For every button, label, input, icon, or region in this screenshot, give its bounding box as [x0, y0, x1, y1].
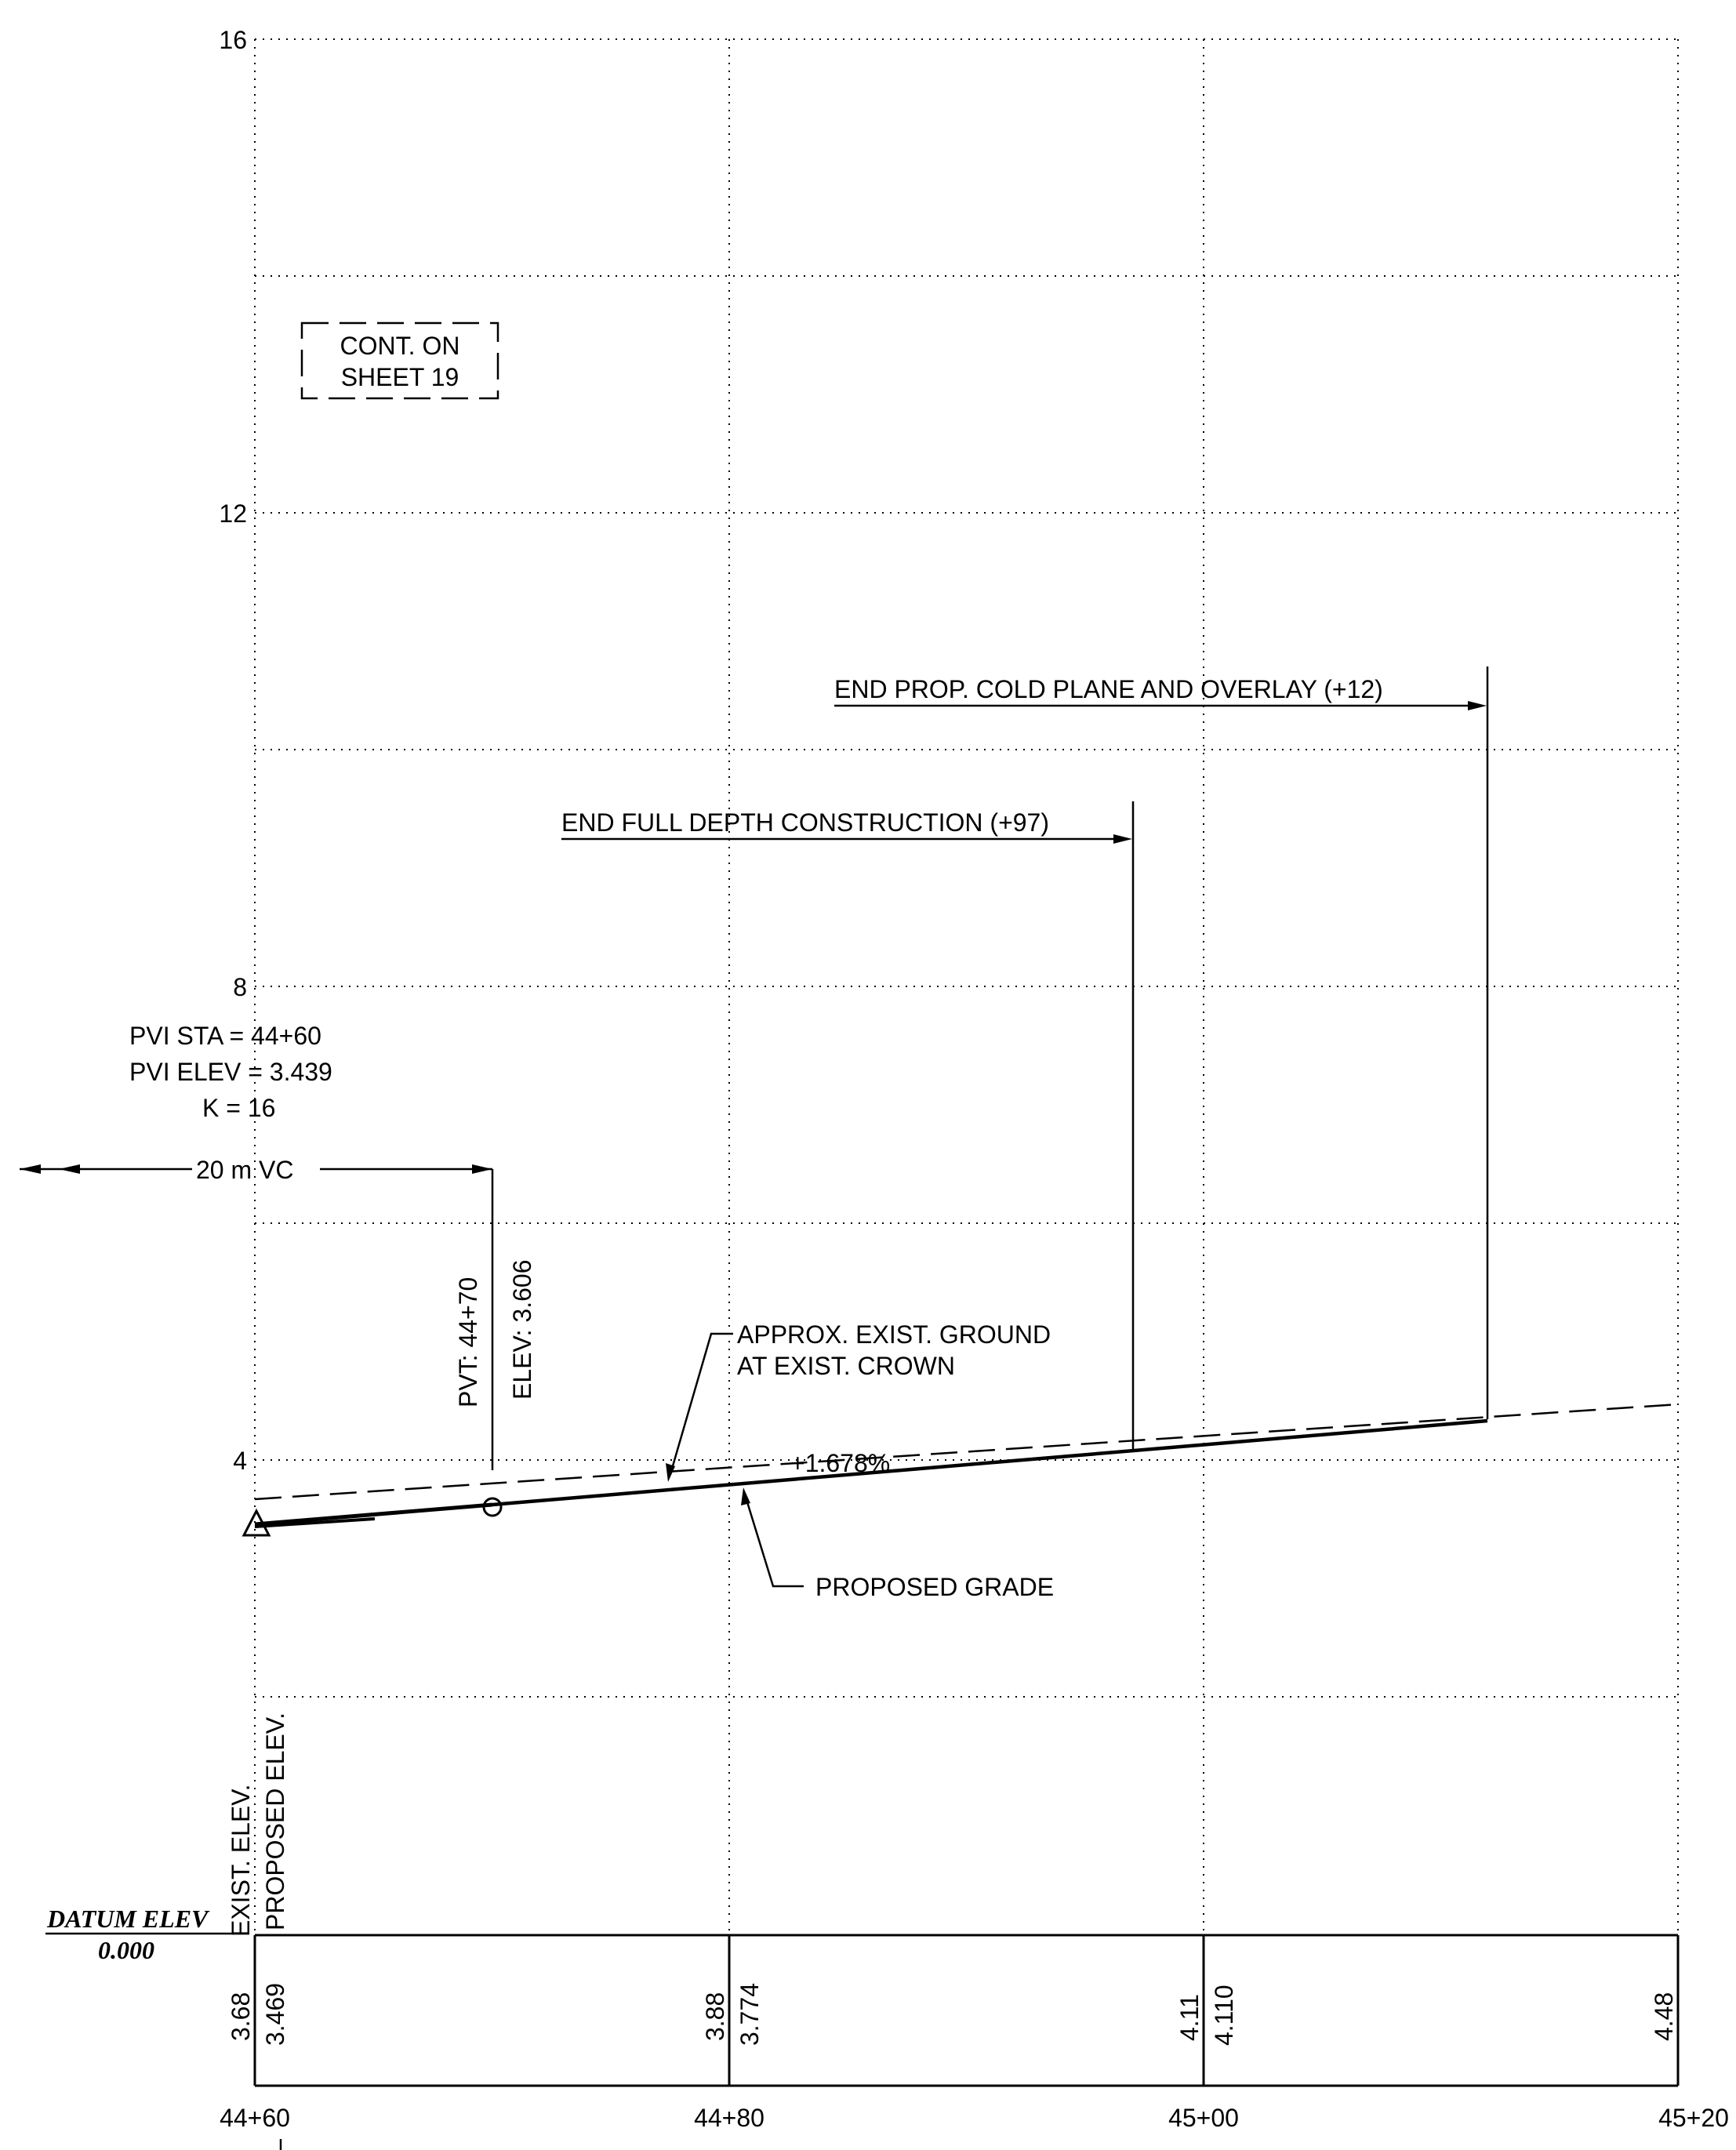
pvt-station: PVT: 44+70	[454, 1277, 482, 1407]
pvt-elevation: ELEV: 3.606	[508, 1260, 536, 1400]
datum-value: 0.000	[98, 1936, 154, 1964]
datum-title: DATUM ELEV	[46, 1905, 210, 1933]
station-label: 45+20	[1658, 2104, 1729, 2132]
vc-length-label: 20 m VC	[196, 1156, 293, 1184]
exist-ground-line-1: APPROX. EXIST. GROUND	[737, 1320, 1051, 1349]
pvi-marker	[242, 1508, 271, 1537]
full-depth-label: END FULL DEPTH CONSTRUCTION (+97)	[561, 808, 1049, 837]
exist-elev-value: 4.11	[1175, 1994, 1204, 2041]
pvt-marker	[482, 1497, 503, 1517]
y-tick-label: 4	[233, 1447, 247, 1475]
exist-elev-row-label: EXIST. ELEV.	[227, 1785, 255, 1937]
existing-ground-line	[254, 1403, 1679, 1501]
proposed-elev-value: 4.110	[1210, 1985, 1238, 2046]
proposed-elev-value: 3.774	[735, 1983, 764, 2046]
y-tick-label: 8	[233, 973, 247, 1001]
y-tick-label: 16	[219, 26, 247, 54]
continuation-box	[300, 321, 499, 400]
exist-elev-value: 4.48	[1650, 1992, 1678, 2041]
proposed-grade-label: PROPOSED GRADE	[815, 1573, 1054, 1601]
proposed-elev-row-label: PROPOSED ELEV.	[261, 1712, 289, 1930]
pvi-sta: PVI STA = 44+60	[129, 1022, 321, 1050]
elevation-table	[253, 1934, 1680, 2087]
proposed-grade-line	[254, 1418, 1488, 1528]
station-label: 45+00	[1168, 2104, 1239, 2132]
continuation-note: CONT. ON SHEET 19	[300, 321, 499, 400]
exist-ground-line-2: AT EXIST. CROWN	[737, 1352, 955, 1380]
full-depth-callout	[561, 801, 1135, 1452]
grade-percent-label: +1.678%	[790, 1449, 890, 1477]
exist-elev-value: 3.68	[227, 1992, 255, 2041]
station-label: 44+80	[694, 2104, 764, 2132]
exist-ground-leader	[666, 1332, 733, 1482]
proposed-grade-leader	[741, 1487, 804, 1588]
pvi-k: K = 16	[202, 1094, 275, 1122]
continuation-line-1: CONT. ON	[340, 332, 460, 360]
vc-dimension	[20, 1164, 494, 1470]
x-axis: 44+60 44+80 45+00 45+20	[220, 2104, 1729, 2150]
cold-plane-label: END PROP. COLD PLANE AND OVERLAY (+12)	[834, 675, 1383, 703]
y-axis: 16 12 8 4	[219, 26, 247, 1475]
proposed-elev-value: 3.469	[261, 1983, 289, 2046]
exist-elev-value: 3.88	[701, 1992, 729, 2041]
continuation-line-2: SHEET 19	[341, 363, 459, 391]
cold-plane-callout	[834, 666, 1489, 1419]
y-tick-label: 12	[219, 499, 247, 528]
station-label: 44+60	[220, 2104, 290, 2132]
pvi-elev: PVI ELEV = 3.439	[129, 1058, 332, 1086]
